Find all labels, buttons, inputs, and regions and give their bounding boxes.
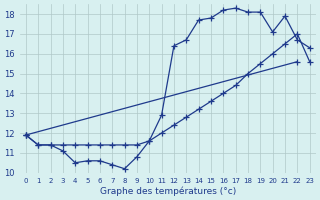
X-axis label: Graphe des températures (°c): Graphe des températures (°c) — [100, 186, 236, 196]
